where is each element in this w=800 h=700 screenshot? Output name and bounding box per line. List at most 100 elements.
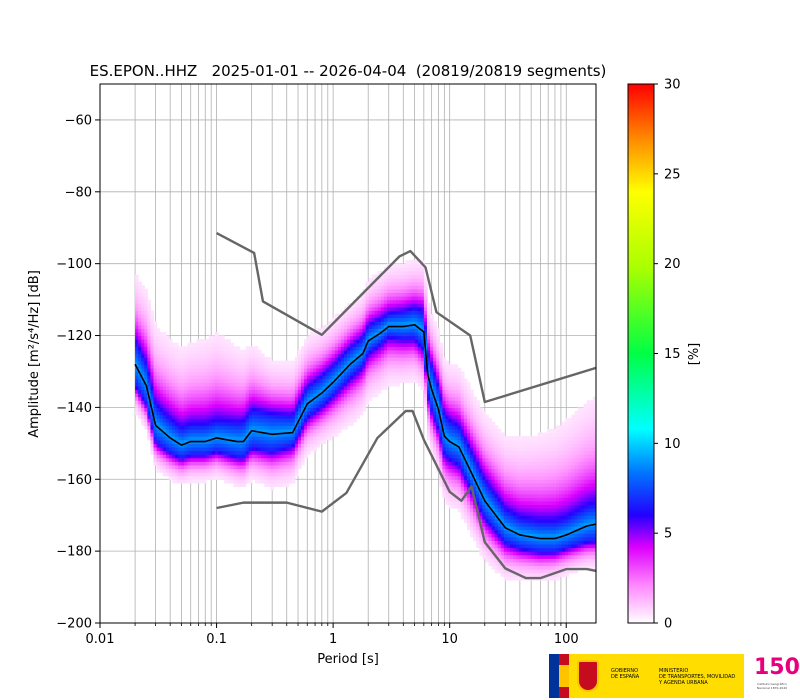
psd-cell [236,367,241,373]
psd-cell [368,288,373,294]
psd-cell [316,403,321,408]
psd-cell [390,267,394,272]
psd-cell [205,436,210,441]
psd-cell [439,428,443,434]
psd-cell [451,425,456,430]
psd-cell [371,331,376,337]
psd-cell [534,461,539,466]
psd-cell [270,482,274,488]
psd-cell [516,475,520,480]
psd-cell [427,324,431,329]
psd-cell [353,321,357,326]
psd-cell [159,353,164,358]
psd-cell [466,522,471,527]
psd-cell [205,414,210,419]
psd-cell [236,382,241,387]
psd-cell [528,569,533,574]
psd-cell [313,346,317,351]
psd-cell [245,371,250,376]
psd-cell [221,425,225,430]
psd-cell [297,353,302,358]
psd-cell [218,375,222,380]
psd-cell [534,475,539,480]
psd-cell [171,396,176,401]
psd-cell [368,393,373,398]
psd-cell [193,461,198,466]
psd-cell [405,349,410,355]
psd-cell [451,371,456,376]
psd-cell [402,328,407,333]
psd-cell [479,464,483,470]
psd-cell [276,432,281,437]
psd-cell [399,274,404,279]
psd-cell [221,367,225,373]
psd-cell [540,518,545,523]
psd-cell [442,468,447,473]
psd-cell [156,364,161,369]
psd-cell [214,403,219,408]
psd-cell [208,414,213,419]
psd-cell [251,443,256,448]
psd-cell [460,407,465,412]
psd-cell [156,339,161,344]
psd-cell [387,285,391,290]
psd-cell [497,493,502,498]
psd-cell [485,428,490,434]
psd-cell [168,364,173,369]
psd-cell [537,446,542,452]
psd-cell [178,357,182,362]
psd-cell [196,479,201,484]
psd-cell [513,551,517,556]
psd-cell [359,400,364,405]
psd-cell [245,389,250,394]
psd-cell [411,360,416,365]
psd-cell [439,464,443,470]
psd-cell [227,375,231,380]
psd-cell [380,360,385,365]
psd-cell [540,515,545,520]
psd-cell [147,346,152,351]
psd-density [135,260,596,581]
psd-cell [353,371,357,376]
psd-cell [337,382,342,387]
psd-cell [184,432,188,437]
psd-cell [494,475,499,480]
psd-cell [291,443,296,448]
psd-cell [466,497,471,502]
psd-cell [485,525,490,531]
psd-cell [273,400,278,405]
psd-cell [141,296,145,301]
psd-cell [347,378,351,383]
psd-cell [334,428,339,434]
psd-cell [331,382,336,387]
psd-cell [171,450,176,455]
psd-cell [537,479,542,484]
psd-cell [377,335,382,340]
psd-cell [199,403,204,408]
psd-cell [190,382,195,387]
psd-cell [427,310,431,315]
psd-cell [365,393,370,398]
psd-cell [288,418,293,423]
psd-cell [162,428,167,434]
psd-cell [423,367,428,373]
psd-cell [276,457,281,462]
psd-cell [356,385,360,391]
psd-cell [285,375,290,380]
psd-cell [301,389,305,394]
psd-cell [301,418,305,423]
psd-cell [516,450,520,455]
psd-cell [408,306,413,311]
psd-cell [408,317,413,322]
psd-cell [454,393,459,398]
psd-cell [405,306,410,311]
psd-cell [325,324,330,329]
psd-cell [482,518,486,523]
psd-cell [460,389,465,394]
psd-cell [430,382,434,387]
psd-cell [371,375,376,380]
psd-cell [516,436,520,441]
psd-cell [285,472,290,477]
psd-cell [205,349,210,355]
psd-cell [211,421,216,426]
